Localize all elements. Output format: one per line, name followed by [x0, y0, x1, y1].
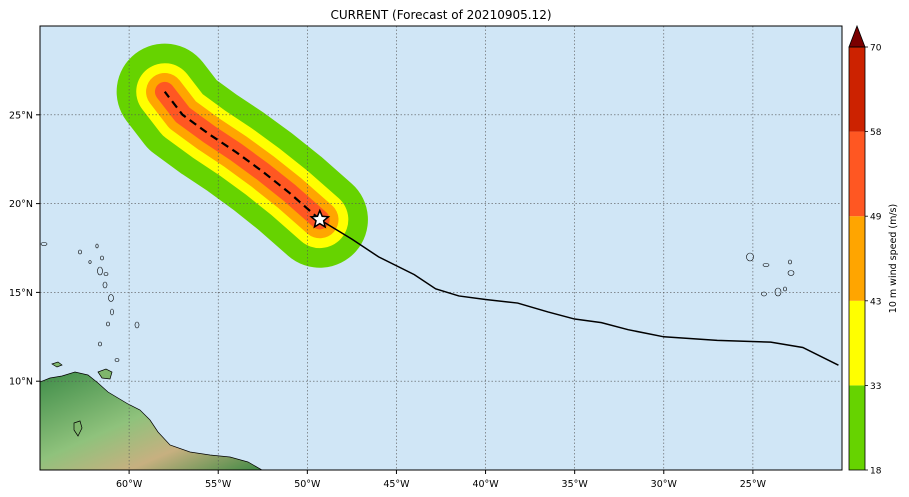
star-icon [309, 208, 331, 229]
colorbar-segment [849, 216, 865, 301]
island [761, 291, 767, 297]
lon-tick-label: 30°W [651, 479, 678, 490]
island [95, 243, 99, 249]
colorbar-tick-label: 33 [870, 382, 881, 392]
island [788, 259, 792, 265]
island [746, 252, 754, 262]
colorbar: 18 33 43 49 58 70 10 m wind speed (m/s) [848, 24, 899, 477]
island [762, 263, 770, 267]
colorbar-tick-label: 58 [870, 128, 882, 138]
grid-lines [40, 26, 842, 470]
colorbar-segment [849, 300, 865, 386]
island [102, 281, 108, 289]
lon-tick-label: 40°W [472, 479, 499, 490]
lon-tick-label: 50°W [294, 479, 321, 490]
island [774, 287, 782, 297]
lon-tick-label: 25°W [740, 479, 767, 490]
chart-title: CURRENT (Forecast of 20210905.12) [330, 8, 552, 22]
lat-tick-label: 20°N [9, 199, 33, 210]
axis-ticks: 60°W 55°W 50°W 45°W 40°W 35°W 30°W 25°W 25°N 20°N… [9, 110, 767, 490]
lat-tick-label: 10°N [9, 377, 33, 388]
island [97, 266, 103, 276]
small-islands [40, 242, 795, 362]
colorbar-segment [849, 47, 865, 132]
land-caribbean-island [73, 420, 83, 437]
island [88, 260, 92, 264]
colorbar-label: 10 m wind speed (m/s) [888, 204, 899, 313]
island [103, 272, 109, 276]
colorbar-segment [849, 131, 865, 217]
colorbar-tick-label: 43 [870, 297, 881, 307]
island [78, 249, 82, 255]
land-caribbean-island [97, 368, 113, 380]
lat-tick-label: 15°N [9, 288, 33, 299]
lon-tick-label: 35°W [562, 479, 589, 490]
storm-tracks [163, 91, 839, 366]
island [100, 255, 104, 261]
lon-tick-label: 45°W [383, 479, 410, 490]
colorbar-tick-label: 49 [870, 213, 882, 223]
land-areas [40, 361, 263, 470]
lon-tick-label: 55°W [205, 479, 232, 490]
land-caribbean-island [51, 361, 63, 368]
colorbar-extend-arrow [848, 24, 866, 48]
island [108, 294, 114, 302]
island [40, 242, 48, 246]
past-track-line [319, 218, 839, 366]
island [114, 358, 120, 362]
lon-tick-label: 60°W [116, 479, 143, 490]
colorbar-frame [848, 46, 866, 471]
map-frame [39, 25, 843, 471]
lat-tick-label: 25°N [9, 110, 33, 121]
colorbar-tick-label: 18 [870, 467, 882, 477]
colorbar-segment [849, 385, 865, 470]
island [110, 308, 114, 316]
island [783, 286, 787, 292]
island [98, 341, 102, 347]
land-south-america [40, 371, 263, 470]
colorbar-tick-label: 70 [870, 44, 882, 54]
island [134, 321, 140, 329]
island [787, 270, 795, 276]
island [106, 321, 110, 327]
forecast-track-line [163, 91, 321, 221]
